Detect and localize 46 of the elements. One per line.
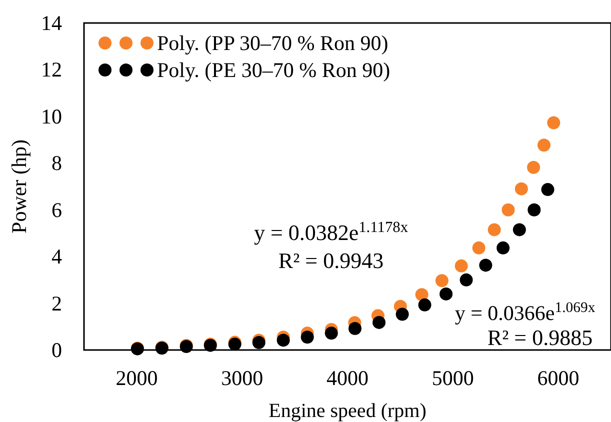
y-tick-label: 10 xyxy=(41,104,62,128)
point xyxy=(541,183,554,196)
point xyxy=(514,182,528,196)
y-tick-label: 2 xyxy=(52,291,62,316)
point xyxy=(460,273,473,286)
point xyxy=(528,203,541,216)
y-axis-title: Power (hp) xyxy=(7,140,31,234)
annotation: y = 0.0382e$^{1.1178x}$ xyxy=(254,218,408,245)
point xyxy=(454,259,468,272)
point xyxy=(276,334,290,347)
point xyxy=(348,322,362,335)
y-tick-label: 8 xyxy=(52,151,62,176)
point xyxy=(435,274,448,288)
point xyxy=(440,287,453,300)
point xyxy=(415,288,428,302)
x-tick-label: 6000 xyxy=(537,366,580,390)
x-tick-label: 3000 xyxy=(221,366,264,390)
point xyxy=(396,308,409,321)
point xyxy=(527,160,540,174)
y-tick-label: 12 xyxy=(41,58,62,82)
point xyxy=(300,330,314,344)
point xyxy=(372,316,386,329)
legend-label: Poly. (PE 30–70 % Ron 90) xyxy=(157,58,390,82)
x-tick-label: 5000 xyxy=(432,366,474,390)
point xyxy=(324,326,338,340)
legend-label: Poly. (PP 30–70 % Ron 90) xyxy=(157,31,388,55)
point xyxy=(537,138,550,152)
point xyxy=(479,258,492,272)
y-tick-label: 6 xyxy=(52,198,62,222)
point xyxy=(547,116,560,130)
y-tick-label: 14 xyxy=(41,11,62,35)
x-tick-label: 2000 xyxy=(116,366,158,390)
annotation: R² = 0.9885 xyxy=(487,325,593,350)
point xyxy=(488,223,501,236)
point xyxy=(512,223,526,236)
x-axis-title: Engine speed (rpm) xyxy=(268,400,426,422)
point xyxy=(472,241,486,254)
point xyxy=(418,298,432,312)
x-tick-label: 4000 xyxy=(326,366,368,390)
annotation: R² = 0.9943 xyxy=(278,248,384,273)
point xyxy=(252,336,266,350)
point xyxy=(502,203,515,216)
point xyxy=(496,241,510,254)
y-tick-label: 4 xyxy=(52,244,62,269)
y-tick-label: 0 xyxy=(52,338,62,362)
annotation: y = 0.0366e$^{1.069x}$ xyxy=(454,300,596,325)
